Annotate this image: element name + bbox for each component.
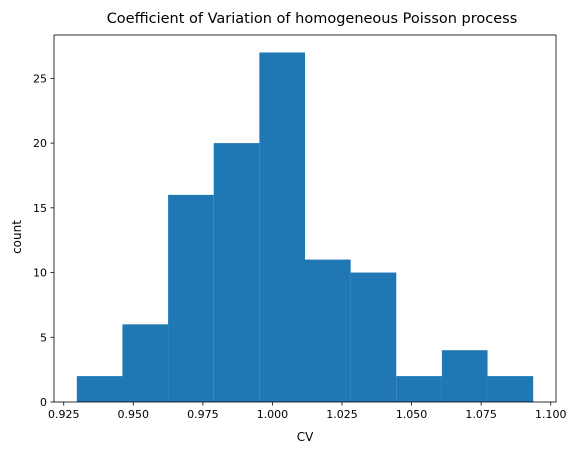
y-tick-label: 0 — [40, 396, 47, 409]
histogram-bar — [76, 376, 123, 402]
y-tick-label: 15 — [33, 202, 47, 215]
histogram-bar — [350, 272, 397, 402]
y-tick-label: 5 — [40, 331, 47, 344]
x-tick-label: 1.025 — [326, 408, 358, 421]
plot-frame — [53, 34, 557, 403]
x-tick-label: 0.975 — [187, 408, 219, 421]
histogram-bar — [396, 376, 442, 402]
histogram-bar — [487, 376, 534, 402]
x-tick-label: 0.950 — [118, 408, 150, 421]
histogram-bar — [441, 350, 488, 402]
y-tick-label: 20 — [33, 137, 47, 150]
bars-group — [76, 52, 534, 402]
chart-title: Coefficient of Variation of homogeneous … — [107, 11, 518, 27]
y-axis-label: count — [10, 220, 24, 254]
histogram-bar — [305, 259, 351, 402]
x-tick-label: 1.100 — [535, 408, 567, 421]
x-tick-label: 1.075 — [465, 408, 497, 421]
histogram-bar — [168, 194, 214, 402]
histogram-bar — [122, 324, 169, 402]
x-tick-label: 1.000 — [257, 408, 289, 421]
y-tick-label: 10 — [33, 267, 47, 280]
x-tick-label: 0.925 — [48, 408, 80, 421]
histogram-bar — [259, 52, 305, 402]
x-axis-label: CV — [297, 430, 314, 444]
axes-group: 0.925 0.950 0.975 1.000 1.025 1.050 1.075 1.100… — [33, 34, 567, 421]
y-tick-label: 25 — [33, 72, 47, 85]
histogram-bar — [213, 143, 260, 402]
x-tick-label: 1.050 — [396, 408, 428, 421]
